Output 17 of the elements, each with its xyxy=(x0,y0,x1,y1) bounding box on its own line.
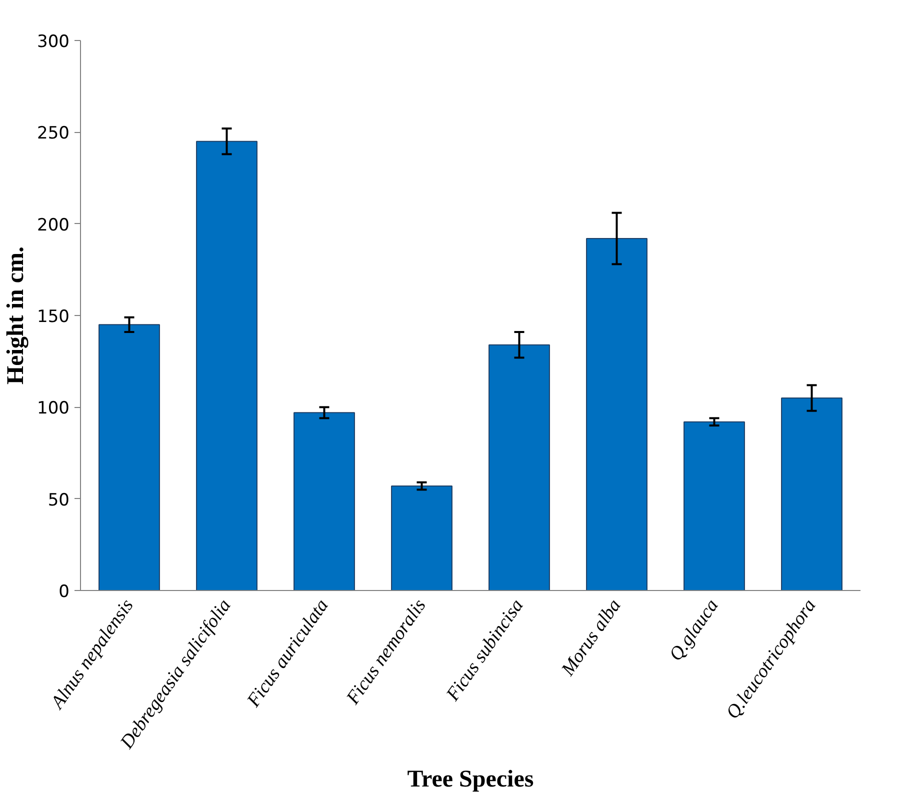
y-tick-label: 150 xyxy=(37,307,70,327)
bar xyxy=(488,344,550,590)
bar xyxy=(196,140,258,590)
y-axis-title: Height in cm. xyxy=(3,246,30,384)
x-axis-title: Tree Species xyxy=(407,766,534,793)
bar xyxy=(98,324,160,590)
y-tick-label: 100 xyxy=(37,398,70,419)
bar xyxy=(294,412,355,590)
y-tick-label: 250 xyxy=(37,124,70,144)
bar xyxy=(586,238,648,590)
y-tick-label: 200 xyxy=(37,215,70,236)
y-tick-label: 50 xyxy=(48,490,70,510)
bar xyxy=(684,421,745,590)
y-tick-label: 0 xyxy=(58,582,70,602)
bar xyxy=(391,486,452,590)
y-tick-label: 300 xyxy=(37,32,70,52)
bar xyxy=(781,398,842,590)
